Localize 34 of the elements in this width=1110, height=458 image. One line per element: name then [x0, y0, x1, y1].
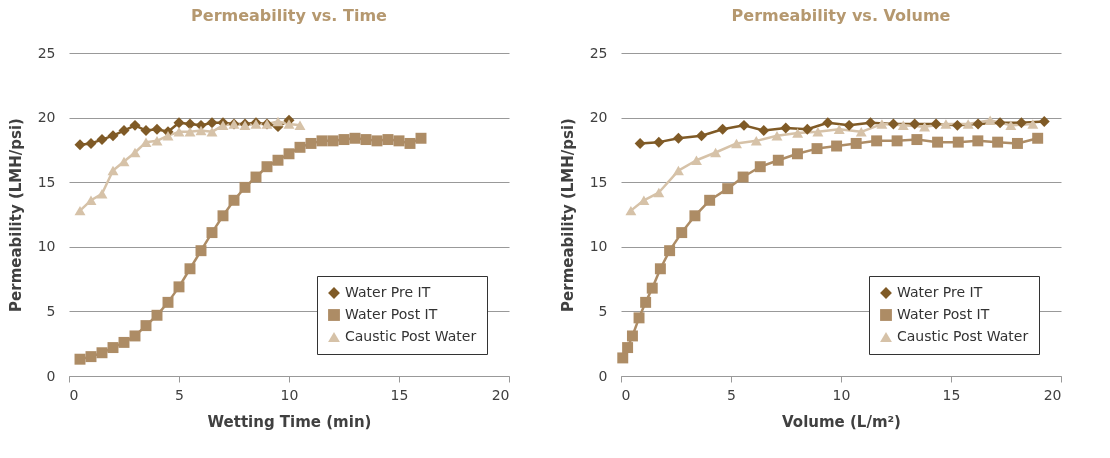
x-tick-label: 10 [832, 386, 851, 403]
x-axis-title: Volume (L/m²) [782, 412, 901, 431]
y-tick-label: 20 [589, 109, 608, 126]
legend-label: Caustic Post Water [345, 328, 477, 344]
y-tick-label: 5 [598, 302, 608, 319]
legend-label: Water Post IT [345, 306, 438, 322]
x-tick-label: 20 [491, 386, 510, 403]
legend-label: Water Pre IT [345, 284, 431, 300]
y-tick-label: 15 [37, 173, 56, 190]
y-axis-title: Permeability (LMH/psi) [558, 118, 577, 312]
legend-label: Caustic Post Water [897, 328, 1029, 344]
x-tick-label: 15 [942, 386, 961, 403]
x-tick-label: 0 [69, 386, 79, 403]
y-tick-label: 20 [37, 109, 56, 126]
x-tick-label: 0 [621, 386, 631, 403]
chart-title: Permeability vs. Time [191, 6, 388, 25]
x-axis-title: Wetting Time (min) [207, 412, 372, 431]
y-tick-label: 5 [46, 302, 56, 319]
x-tick-label: 20 [1043, 386, 1062, 403]
x-tick-label: 15 [390, 386, 409, 403]
legend-label: Water Post IT [897, 306, 990, 322]
legend-label: Water Pre IT [897, 284, 983, 300]
y-tick-label: 0 [598, 367, 608, 384]
y-tick-label: 15 [589, 173, 608, 190]
y-tick-label: 10 [589, 238, 608, 255]
y-tick-label: 0 [46, 367, 56, 384]
y-tick-label: 10 [37, 238, 56, 255]
chart-title: Permeability vs. Volume [731, 6, 951, 25]
x-tick-label: 5 [727, 386, 736, 403]
y-tick-label: 25 [37, 44, 56, 61]
y-axis-title: Permeability (LMH/psi) [6, 118, 25, 312]
x-tick-label: 5 [175, 386, 184, 403]
y-tick-label: 25 [589, 44, 608, 61]
x-tick-label: 10 [280, 386, 299, 403]
